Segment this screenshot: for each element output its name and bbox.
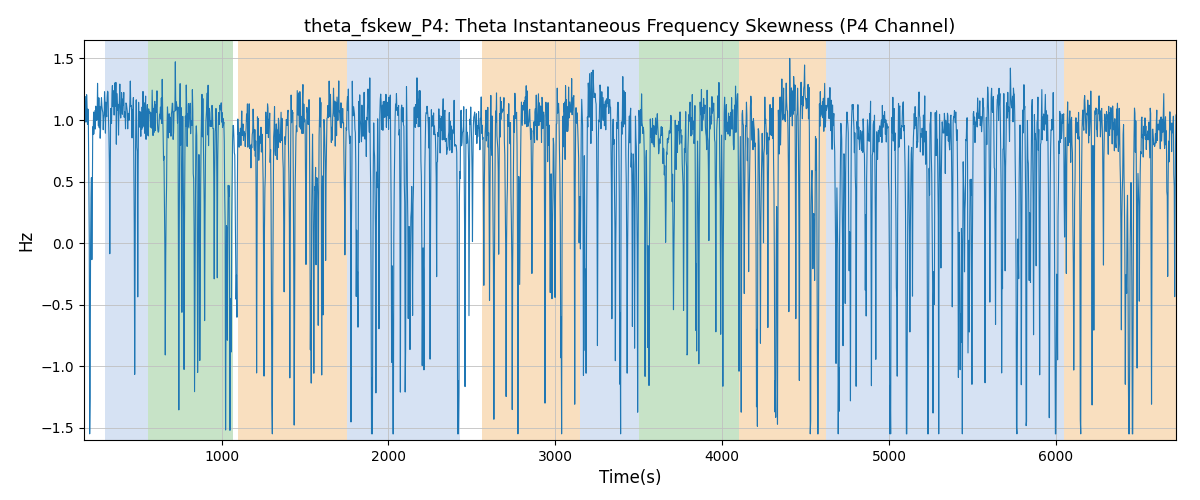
Bar bbox=[104, 40, 149, 440]
X-axis label: Time(s): Time(s) bbox=[599, 470, 661, 488]
Bar bbox=[739, 40, 826, 440]
Bar bbox=[149, 40, 233, 440]
Title: theta_fskew_P4: Theta Instantaneous Frequency Skewness (P4 Channel): theta_fskew_P4: Theta Instantaneous Freq… bbox=[305, 18, 955, 36]
Bar bbox=[482, 40, 581, 440]
Bar bbox=[347, 40, 461, 440]
Bar bbox=[239, 40, 347, 440]
Bar bbox=[1064, 40, 1176, 440]
Bar bbox=[638, 40, 739, 440]
Bar bbox=[826, 40, 1064, 440]
Y-axis label: Hz: Hz bbox=[17, 230, 35, 250]
Bar bbox=[581, 40, 638, 440]
